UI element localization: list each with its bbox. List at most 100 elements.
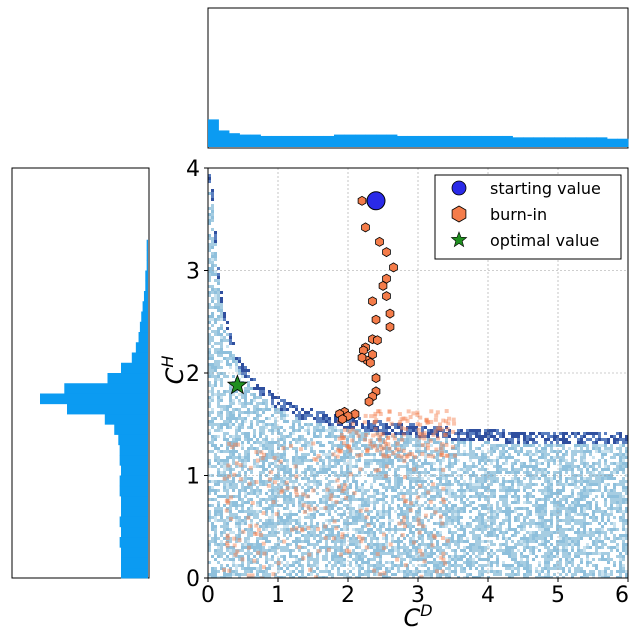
density-cell <box>379 543 382 546</box>
density-cell <box>220 339 223 342</box>
density-cell <box>307 552 310 555</box>
density-cell <box>550 522 553 525</box>
density-cell <box>499 495 502 498</box>
density-cell <box>328 531 331 534</box>
density-cell <box>400 561 403 564</box>
density-cell <box>388 513 391 516</box>
density-cell <box>211 465 214 468</box>
density-cell <box>424 576 427 578</box>
density-cell <box>250 393 253 396</box>
density-cell <box>262 399 265 402</box>
density-cell <box>601 573 604 576</box>
density-cell <box>526 567 529 570</box>
density-cell <box>235 444 238 447</box>
density-cell <box>538 543 541 546</box>
density-cell <box>271 507 274 510</box>
density-cell <box>499 471 502 474</box>
density-cell <box>322 471 325 474</box>
density-cell <box>259 570 262 573</box>
density-cell <box>346 480 349 483</box>
density-cell <box>346 498 349 501</box>
density-cell <box>544 531 547 534</box>
density-cell <box>556 543 559 546</box>
density-cell <box>322 444 325 447</box>
density-cell <box>403 549 406 552</box>
density-cell <box>448 546 451 549</box>
density-cell <box>226 468 229 471</box>
density-cell <box>289 435 292 438</box>
density-cell <box>412 444 415 447</box>
density-cell <box>505 498 508 501</box>
density-cell <box>448 435 451 438</box>
density-cell <box>379 420 382 423</box>
density-cell <box>211 354 214 357</box>
density-cell <box>310 444 313 447</box>
density-cell <box>514 558 517 561</box>
density-cell <box>379 561 382 564</box>
density-cell <box>433 474 436 477</box>
density-cell <box>268 519 271 522</box>
density-cell <box>583 504 586 507</box>
density-cell <box>295 462 298 465</box>
density-cell <box>484 441 487 444</box>
density-cell <box>268 423 271 426</box>
density-cell <box>547 489 550 492</box>
density-cell <box>568 495 571 498</box>
density-cell <box>358 519 361 522</box>
density-cell <box>214 366 217 369</box>
density-cell <box>409 573 412 576</box>
density-cell <box>208 246 211 249</box>
density-cell <box>382 516 385 519</box>
density-cell <box>232 501 235 504</box>
density-cell <box>463 483 466 486</box>
density-cell <box>283 408 286 411</box>
density-cell <box>304 492 307 495</box>
density-cell <box>499 465 502 468</box>
density-cell <box>244 372 247 375</box>
density-cell <box>544 441 547 444</box>
density-cell <box>589 432 592 435</box>
density-cell <box>553 510 556 513</box>
density-cell <box>310 534 313 537</box>
density-cell <box>406 525 409 528</box>
density-cell <box>565 441 568 444</box>
density-cell <box>454 453 457 456</box>
density-cell <box>481 552 484 555</box>
density-cell <box>307 432 310 435</box>
density-cell <box>421 552 424 555</box>
density-cell <box>316 522 319 525</box>
density-cell <box>337 462 340 465</box>
density-cell <box>481 486 484 489</box>
density-cell <box>622 543 625 546</box>
density-cell <box>622 534 625 537</box>
density-cell <box>271 396 274 399</box>
density-cell <box>382 492 385 495</box>
density-cell <box>502 483 505 486</box>
density-cell <box>616 462 619 465</box>
density-cell <box>385 450 388 453</box>
density-cell <box>376 498 379 501</box>
density-cell <box>214 423 217 426</box>
density-cell <box>343 570 346 573</box>
density-cell <box>490 477 493 480</box>
density-cell <box>583 498 586 501</box>
density-cell <box>508 525 511 528</box>
density-cell <box>232 423 235 426</box>
density-cell <box>229 384 232 387</box>
density-cell <box>262 426 265 429</box>
density-cell <box>403 492 406 495</box>
density-cell <box>328 573 331 576</box>
density-cell <box>610 501 613 504</box>
density-cell <box>541 492 544 495</box>
density-cell <box>361 498 364 501</box>
density-cell <box>475 528 478 531</box>
density-cell <box>259 552 262 555</box>
density-cell <box>508 432 511 435</box>
density-cell <box>328 462 331 465</box>
density-cell <box>568 441 571 444</box>
density-cell <box>367 510 370 513</box>
density-cell <box>601 492 604 495</box>
top-histogram-bar <box>313 135 324 147</box>
density-cell <box>523 561 526 564</box>
density-cell <box>376 567 379 570</box>
